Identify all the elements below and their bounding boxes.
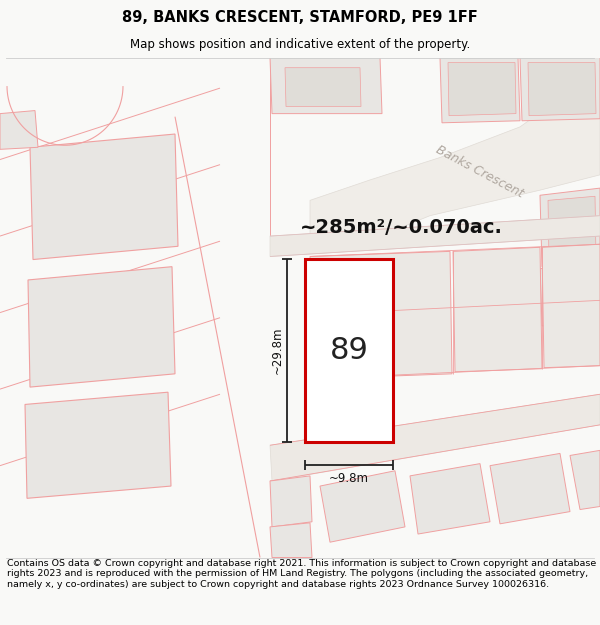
Polygon shape xyxy=(270,522,312,558)
Polygon shape xyxy=(270,216,600,256)
Polygon shape xyxy=(285,68,361,106)
Polygon shape xyxy=(30,134,178,259)
Text: Map shows position and indicative extent of the property.: Map shows position and indicative extent… xyxy=(130,38,470,51)
Polygon shape xyxy=(528,62,596,116)
Polygon shape xyxy=(570,451,600,509)
Polygon shape xyxy=(270,58,382,114)
Polygon shape xyxy=(453,248,542,372)
Polygon shape xyxy=(25,392,171,498)
Text: ~285m²/~0.070ac.: ~285m²/~0.070ac. xyxy=(300,218,503,238)
Polygon shape xyxy=(28,267,175,387)
Polygon shape xyxy=(270,394,600,481)
Polygon shape xyxy=(270,476,312,527)
Polygon shape xyxy=(542,244,600,368)
Polygon shape xyxy=(548,196,596,259)
Polygon shape xyxy=(410,464,490,534)
Polygon shape xyxy=(520,58,600,121)
Polygon shape xyxy=(320,471,405,542)
Text: ~9.8m: ~9.8m xyxy=(329,472,369,486)
Text: Contains OS data © Crown copyright and database right 2021. This information is : Contains OS data © Crown copyright and d… xyxy=(7,559,596,589)
Polygon shape xyxy=(305,259,393,442)
Polygon shape xyxy=(448,62,516,116)
Polygon shape xyxy=(310,251,452,379)
Text: 89, BANKS CRESCENT, STAMFORD, PE9 1FF: 89, BANKS CRESCENT, STAMFORD, PE9 1FF xyxy=(122,10,478,25)
Text: 89: 89 xyxy=(329,336,368,365)
Polygon shape xyxy=(490,453,570,524)
Polygon shape xyxy=(310,58,600,236)
Text: Banks Crescent: Banks Crescent xyxy=(434,143,526,201)
Text: ~29.8m: ~29.8m xyxy=(271,327,284,374)
Polygon shape xyxy=(0,111,38,149)
Polygon shape xyxy=(440,58,520,122)
Polygon shape xyxy=(540,188,600,267)
Polygon shape xyxy=(540,264,600,326)
